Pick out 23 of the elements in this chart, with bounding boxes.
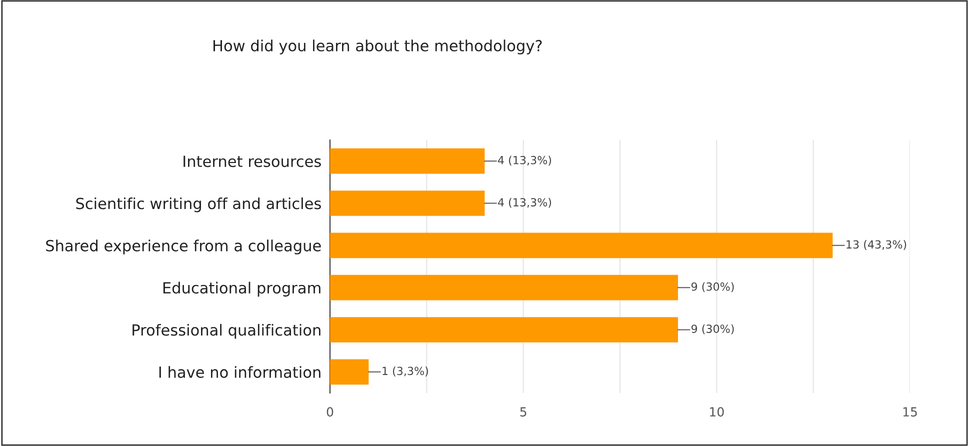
data-label: 4 (13,3%): [498, 156, 552, 166]
x-tick-label: 10: [710, 407, 724, 417]
y-tick-label: Scientific writing off and articles: [76, 197, 321, 212]
x-tick-label: 0: [326, 407, 334, 417]
y-tick-label: Educational program: [163, 282, 320, 297]
data-label: 13 (43,3%): [846, 240, 906, 250]
x-tick-label: 5: [520, 407, 526, 417]
bar: [330, 232, 833, 258]
y-tick-label: Internet resources: [184, 156, 321, 168]
y-tick-label: Shared experience from a colleague: [46, 240, 321, 254]
bar: [330, 317, 678, 342]
bar: [330, 148, 485, 174]
data-label: 4 (13,3%): [498, 198, 552, 208]
bar: [330, 359, 369, 385]
bar: [330, 274, 678, 300]
y-tick-label: Professional qualification: [132, 324, 320, 339]
x-tick-label: 15: [903, 407, 917, 417]
data-label: 9 (30%): [691, 324, 734, 334]
data-label: 1 (3,3%): [382, 366, 428, 376]
chart-title: How did you learn about the methodology?: [214, 40, 542, 54]
bar: [330, 190, 485, 216]
y-tick-label: I have no information: [159, 366, 320, 378]
data-label: 9 (30%): [691, 282, 734, 292]
